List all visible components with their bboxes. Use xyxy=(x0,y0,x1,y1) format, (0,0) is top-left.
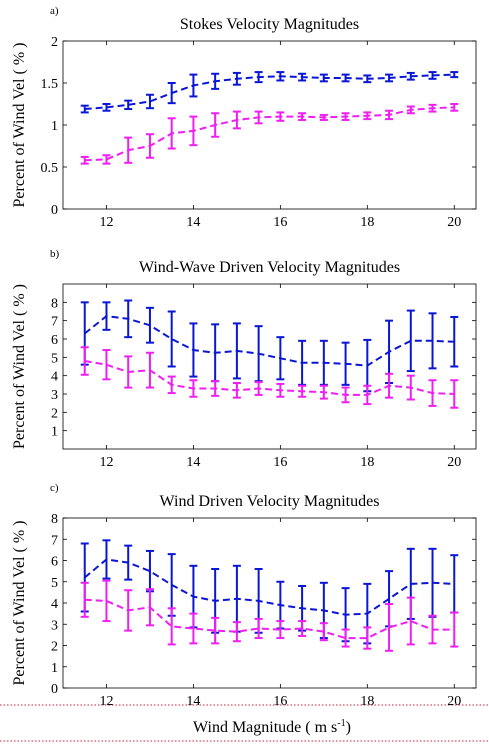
plot-area xyxy=(62,40,477,210)
y-tick-label: 6 xyxy=(51,555,58,570)
x-axis-label: Wind Magnitude ( m s-1) xyxy=(193,718,351,736)
y-tick-label: 2 xyxy=(51,406,58,421)
chart-title: Wind-Wave Driven Velocity Magnitudes xyxy=(139,259,400,276)
series-line xyxy=(84,360,455,396)
x-tick-label: 18 xyxy=(360,455,374,470)
series-line xyxy=(84,598,455,640)
y-tick-label: 4 xyxy=(51,597,58,612)
x-axis-label-text: Wind Magnitude ( m s xyxy=(193,719,337,736)
x-tick-label: 14 xyxy=(186,694,200,709)
y-tick-label: 0 xyxy=(51,682,58,697)
x-axis-label-sup: -1 xyxy=(337,718,345,729)
x-tick-label: 12 xyxy=(99,215,113,230)
y-tick-label: 1.5 xyxy=(41,77,59,92)
x-tick-label: 20 xyxy=(447,455,461,470)
x-tick-label: 16 xyxy=(273,215,287,230)
y-tick-label: 0.5 xyxy=(41,161,59,176)
x-tick-label: 20 xyxy=(447,694,461,709)
y-tick-label: 8 xyxy=(51,512,58,527)
x-tick-label: 12 xyxy=(99,694,113,709)
panels: a) Stokes Velocity Magnitudes Percent of W… xyxy=(11,5,477,709)
y-tick-label: 2 xyxy=(51,35,58,50)
y-tick-label: 3 xyxy=(51,618,58,633)
series-line xyxy=(84,315,455,367)
y-tick-label: 5 xyxy=(51,576,58,591)
y-tick-label: 1 xyxy=(51,425,58,440)
series-blue xyxy=(80,539,459,645)
y-tick-label: 3 xyxy=(51,388,58,403)
panel-label: a) xyxy=(50,5,59,17)
series-blue xyxy=(80,71,459,114)
panel-label: b) xyxy=(50,248,60,260)
y-tick-label: 2 xyxy=(51,640,58,655)
chart-title: Stokes Velocity Magnitudes xyxy=(180,16,359,33)
y-tick-label: 1 xyxy=(51,661,58,676)
y-tick-label: 7 xyxy=(51,315,58,330)
y-tick-label: 5 xyxy=(51,351,58,366)
x-tick-label: 18 xyxy=(360,694,374,709)
series-magenta xyxy=(80,103,459,165)
y-tick-label: 7 xyxy=(51,533,58,548)
chart-panel-2: b) Wind-Wave Driven Velocity Magnitudes Pe… xyxy=(11,248,477,470)
y-tick-label: 8 xyxy=(51,296,58,311)
series-line xyxy=(84,106,455,162)
y-axis-label: Percent of Wind Vel ( % ) xyxy=(11,43,28,208)
x-tick-label: 16 xyxy=(273,455,287,470)
panel-label: c) xyxy=(50,482,59,494)
series-magenta xyxy=(80,346,459,409)
series-line xyxy=(84,73,455,110)
x-tick-label: 18 xyxy=(360,215,374,230)
y-tick-label: 0 xyxy=(51,203,58,218)
x-tick-label: 14 xyxy=(186,215,200,230)
series-blue xyxy=(80,299,459,393)
y-tick-label: 6 xyxy=(51,333,58,348)
y-axis-label: Percent of Wind Vel ( % ) xyxy=(11,521,28,686)
series-line xyxy=(84,558,455,616)
y-axis-label: Percent of Wind Vel ( % ) xyxy=(11,284,28,449)
x-tick-label: 16 xyxy=(273,694,287,709)
y-tick-label: 1 xyxy=(51,119,58,134)
x-tick-label: 14 xyxy=(186,455,200,470)
plot-area xyxy=(62,283,477,450)
y-tick-label: 4 xyxy=(51,370,58,385)
chart-panel-3: c) Wind Driven Velocity Magnitudes Percent… xyxy=(11,482,477,709)
chart-title: Wind Driven Velocity Magnitudes xyxy=(160,493,380,510)
series-magenta xyxy=(80,579,459,652)
x-tick-label: 12 xyxy=(99,455,113,470)
x-axis-label-end: ) xyxy=(346,719,351,736)
x-tick-label: 20 xyxy=(447,215,461,230)
chart-panel-1: a) Stokes Velocity Magnitudes Percent of W… xyxy=(11,5,477,230)
